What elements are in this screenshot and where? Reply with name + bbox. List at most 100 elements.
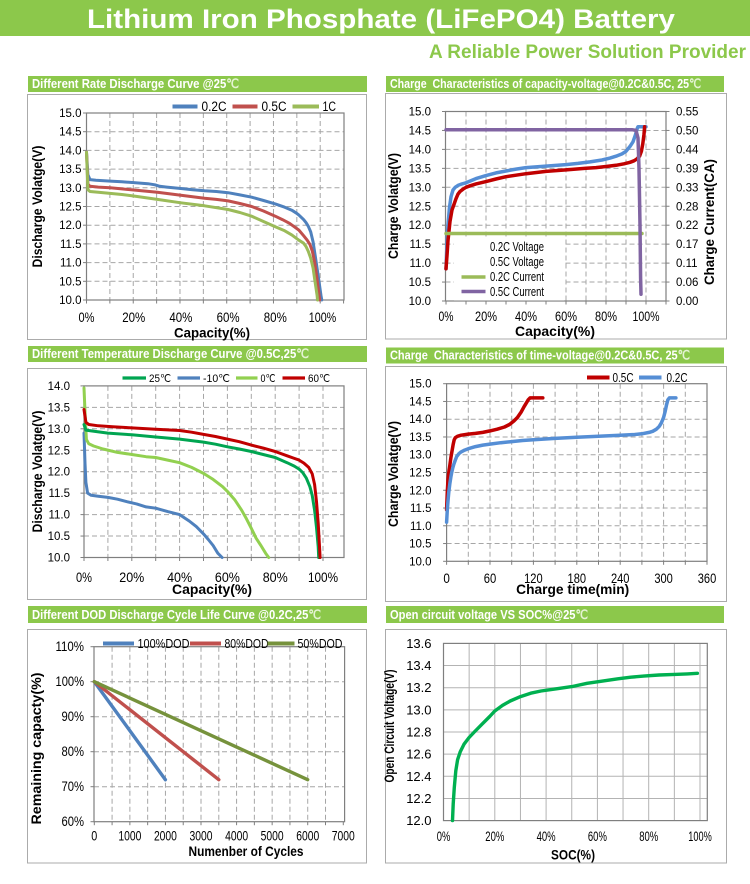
svg-text:Numenber of Cycles: Numenber of Cycles (189, 844, 304, 859)
svg-text:11.0: 11.0 (60, 258, 82, 270)
svg-text:10.5: 10.5 (409, 277, 431, 289)
svg-text:60%: 60% (62, 813, 85, 829)
svg-text:5000: 5000 (261, 828, 284, 844)
svg-text:0.06: 0.06 (676, 277, 698, 289)
svg-text:12.5: 12.5 (409, 201, 431, 213)
svg-text:13.0: 13.0 (406, 702, 431, 717)
svg-text:14.0: 14.0 (409, 414, 431, 426)
svg-text:10.5: 10.5 (59, 276, 81, 288)
svg-text:Charge Current(CA): Charge Current(CA) (702, 159, 717, 285)
svg-text:Different Temperature Discharg: Different Temperature Discharge Curve @0… (32, 346, 309, 361)
svg-text:20%: 20% (122, 309, 145, 325)
svg-text:Charge Characteristics of cap: Charge Characteristics of capacity-volta… (390, 76, 701, 91)
svg-text:14.5: 14.5 (409, 125, 431, 137)
svg-text:180: 180 (568, 570, 587, 586)
svg-text:80%: 80% (263, 569, 288, 585)
svg-text:110%: 110% (56, 638, 85, 654)
svg-text:7000: 7000 (332, 828, 355, 844)
svg-text:120: 120 (524, 570, 543, 586)
svg-text:0.22: 0.22 (676, 220, 698, 232)
svg-text:10.0: 10.0 (59, 295, 81, 307)
svg-text:80%: 80% (639, 828, 658, 844)
svg-text:11.0: 11.0 (48, 510, 70, 522)
svg-text:15.0: 15.0 (409, 107, 431, 119)
svg-text:11.5: 11.5 (409, 239, 431, 251)
svg-text:Charge Volatge(V): Charge Volatge(V) (386, 153, 401, 259)
svg-text:2000: 2000 (154, 828, 177, 844)
svg-text:0%: 0% (79, 309, 95, 325)
svg-text:0.44: 0.44 (676, 144, 699, 156)
svg-text:Open circuit voltage VS SOC%@2: Open circuit voltage VS SOC%@25℃ (390, 607, 588, 622)
svg-text:100%: 100% (309, 309, 337, 325)
svg-text:10.5: 10.5 (409, 539, 431, 551)
svg-text:0℃: 0℃ (261, 373, 276, 385)
svg-text:12.8: 12.8 (406, 725, 431, 740)
svg-text:60%: 60% (217, 309, 240, 325)
svg-text:0%: 0% (439, 308, 454, 324)
svg-text:0: 0 (91, 828, 97, 844)
svg-text:0: 0 (443, 570, 450, 586)
svg-text:300: 300 (654, 570, 673, 586)
svg-text:Discharge Volatge(V): Discharge Volatge(V) (30, 411, 45, 533)
svg-text:0.33: 0.33 (676, 182, 698, 194)
svg-text:11.5: 11.5 (60, 239, 82, 251)
svg-text:Capacity(%): Capacity(%) (172, 582, 252, 597)
svg-text:100%: 100% (688, 828, 712, 844)
svg-text:6000: 6000 (296, 828, 319, 844)
svg-text:14.5: 14.5 (59, 127, 81, 139)
svg-text:0.2C Current: 0.2C Current (490, 269, 544, 284)
svg-text:100%: 100% (308, 569, 338, 585)
svg-text:12.4: 12.4 (406, 769, 431, 784)
svg-text:10.0: 10.0 (409, 296, 431, 308)
svg-text:1000: 1000 (118, 828, 141, 844)
svg-text:0.50: 0.50 (676, 125, 698, 137)
svg-text:90%: 90% (62, 708, 85, 724)
svg-text:25℃: 25℃ (149, 373, 171, 385)
svg-text:3000: 3000 (190, 828, 213, 844)
svg-text:Lithium Iron Phosphate (LiFePO: Lithium Iron Phosphate (LiFePO4) Battery (87, 4, 675, 34)
svg-text:70%: 70% (62, 778, 85, 794)
svg-text:11.0: 11.0 (410, 521, 432, 533)
svg-text:11.5: 11.5 (410, 503, 432, 515)
svg-text:Different DOD Discharge Cycle: Different DOD Discharge Cycle Life Curve… (32, 607, 321, 622)
svg-text:0.5C: 0.5C (262, 99, 287, 114)
svg-text:13.0: 13.0 (409, 182, 431, 194)
svg-text:60%: 60% (555, 308, 577, 324)
svg-text:0%: 0% (437, 828, 451, 844)
svg-text:80%: 80% (595, 308, 617, 324)
svg-text:60℃: 60℃ (308, 373, 330, 385)
svg-text:13.5: 13.5 (409, 163, 431, 175)
svg-text:13.4: 13.4 (406, 658, 431, 673)
svg-text:0.11: 0.11 (676, 258, 698, 270)
svg-text:Remaining capacty(%): Remaining capacty(%) (28, 673, 44, 825)
svg-text:11.5: 11.5 (48, 488, 70, 500)
svg-text:0.5C Current: 0.5C Current (490, 284, 544, 299)
svg-text:11.0: 11.0 (409, 258, 431, 270)
svg-text:Charge Characteristics of tim: Charge Characteristics of time-voltage@0… (390, 348, 690, 363)
svg-text:14.0: 14.0 (48, 381, 70, 393)
svg-text:0%: 0% (76, 569, 92, 585)
svg-text:1C: 1C (323, 99, 337, 114)
svg-text:0.55: 0.55 (676, 107, 698, 119)
svg-text:0.5C Voltage: 0.5C Voltage (490, 254, 544, 269)
svg-text:Charge Volatge(V): Charge Volatge(V) (386, 421, 401, 527)
svg-text:40%: 40% (537, 828, 556, 844)
svg-text:100%DOD: 100%DOD (138, 636, 190, 651)
svg-text:360: 360 (698, 570, 717, 586)
svg-text:0.2C: 0.2C (202, 99, 227, 114)
svg-text:60: 60 (484, 570, 497, 586)
svg-text:14.0: 14.0 (59, 145, 81, 157)
svg-text:0.2C Voltage: 0.2C Voltage (490, 239, 544, 254)
svg-text:240: 240 (611, 570, 630, 586)
svg-text:0.00: 0.00 (676, 296, 698, 308)
svg-text:Open Circuit Voltage(V): Open Circuit Voltage(V) (382, 670, 397, 783)
svg-text:40%: 40% (515, 308, 537, 324)
svg-text:12.6: 12.6 (406, 747, 431, 762)
svg-text:-10℃: -10℃ (203, 373, 230, 385)
svg-text:13.0: 13.0 (48, 424, 70, 436)
svg-text:80%DOD: 80%DOD (225, 636, 269, 651)
svg-text:12.0: 12.0 (406, 813, 431, 828)
svg-text:0.28: 0.28 (676, 201, 698, 213)
svg-text:15.0: 15.0 (59, 108, 81, 120)
svg-text:12.5: 12.5 (409, 468, 431, 480)
